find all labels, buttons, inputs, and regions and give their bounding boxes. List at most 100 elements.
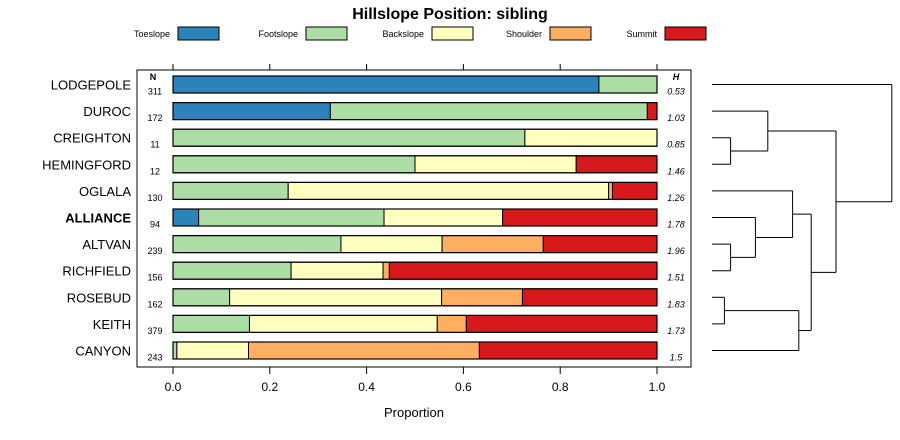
- row-n-value: 12: [150, 166, 160, 176]
- bar-outline: [172, 128, 658, 147]
- x-tick-label: 0.6: [455, 380, 472, 394]
- row-h-value: 1.46: [667, 166, 685, 176]
- bar-segment-backslope: [383, 208, 504, 227]
- row-label: CREIGHTON: [53, 131, 131, 146]
- bar-outline: [172, 314, 658, 333]
- row-duroc: DUROC 172 1.03: [83, 101, 685, 123]
- x-tick-label: 0.4: [358, 380, 375, 394]
- n-column-header: N: [150, 72, 157, 82]
- bar-segment-footslope: [172, 314, 250, 333]
- dendrogram-branch: [712, 190, 794, 238]
- bar-segment-summit: [611, 181, 658, 200]
- bar-segment-summit: [542, 235, 658, 254]
- bar-segment-backslope: [414, 155, 577, 174]
- bar-segment-summit: [521, 288, 658, 307]
- row-keith: KEITH 379 1.73: [93, 314, 685, 336]
- row-label: RICHFIELD: [62, 264, 131, 279]
- legend-swatch-backslope: [431, 26, 474, 41]
- bar-outline: [172, 101, 658, 121]
- legend-label-shoulder: Shoulder: [506, 29, 542, 39]
- x-tick-label: 1.0: [649, 380, 666, 394]
- chart-title: Hillslope Position: sibling: [352, 6, 548, 23]
- dendrogram-branch: [712, 310, 800, 351]
- bar-segment-shoulder: [436, 314, 467, 333]
- bar-segment-shoulder: [382, 261, 390, 280]
- bar-segment-backslope: [290, 261, 384, 280]
- row-creighton: CREIGHTON 11 0.85: [53, 128, 686, 150]
- row-lodgepole: LODGEPOLE 311 0.53: [51, 75, 685, 97]
- bar-outline: [172, 341, 658, 360]
- legend-label-footslope: Footslope: [258, 29, 298, 39]
- bar-segment-backslope: [176, 341, 250, 360]
- row-h-value: 1.96: [667, 246, 685, 256]
- dendrogram-branch: [712, 217, 756, 258]
- bar-segment-backslope: [229, 288, 443, 307]
- dendrogram: [712, 84, 893, 351]
- row-h-value: 1.51: [667, 273, 685, 283]
- x-axis: 0.0 0.2 0.4 0.6 0.8 1.0: [165, 64, 666, 394]
- row-label: HEMINGFORD: [42, 157, 131, 172]
- row-label: ALTVAN: [82, 237, 131, 252]
- row-h-value: 0.85: [667, 140, 686, 150]
- row-label: LODGEPOLE: [51, 78, 132, 93]
- dendrogram-branch: [712, 84, 893, 203]
- bar-segment-summit: [465, 314, 658, 333]
- bar-segment-footslope: [172, 181, 289, 200]
- bar-segment-summit: [388, 261, 658, 280]
- bar-segment-footslope: [172, 235, 342, 254]
- legend-label-toeslope: Toeslope: [134, 29, 170, 39]
- h-column-header: H: [673, 72, 680, 82]
- x-tick-label: 0.0: [165, 380, 182, 394]
- dendrogram-branch: [712, 296, 725, 325]
- bar-segment-backslope: [524, 128, 658, 147]
- row-h-value: 1.5: [670, 353, 684, 363]
- row-h-value: 0.53: [667, 87, 685, 97]
- row-hemingford: HEMINGFORD 12 1.46: [42, 155, 685, 176]
- bar-segment-toeslope: [172, 102, 331, 121]
- bar-segment-backslope: [248, 314, 438, 333]
- row-oglala: OGLALA 130 1.26: [79, 181, 685, 203]
- x-axis-title: Proportion: [384, 405, 444, 420]
- row-label: ALLIANCE: [65, 211, 131, 226]
- row-rosebud: ROSEBUD 162 1.83: [67, 288, 685, 309]
- dendrogram-branch: [712, 110, 769, 152]
- bar-segment-toeslope: [172, 208, 200, 227]
- row-n-value: 11: [150, 140, 159, 150]
- bar-outline: [172, 181, 658, 200]
- bar-outline: [172, 208, 658, 227]
- dendrogram-branch: [792, 213, 812, 332]
- row-n-value: 379: [147, 326, 162, 336]
- legend-swatch-footslope: [305, 26, 348, 41]
- row-canyon: CANYON 243 1.5: [75, 341, 684, 363]
- bar-segment-footslope: [329, 102, 648, 121]
- row-n-value: 239: [147, 246, 162, 256]
- row-richfield: RICHFIELD 156 1.51: [62, 261, 685, 283]
- bar-segment-shoulder: [441, 288, 523, 307]
- bar-segment-footslope: [172, 128, 526, 147]
- row-n-value: 311: [148, 87, 162, 97]
- legend-swatch-summit: [664, 26, 707, 41]
- row-label: OGLALA: [79, 184, 131, 199]
- row-h-value: 1.78: [667, 220, 685, 230]
- row-n-value: 156: [147, 273, 162, 283]
- bar-segment-footslope: [172, 288, 231, 307]
- bar-segment-summit: [575, 155, 658, 174]
- bar-rows: LODGEPOLE 311 0.53 DUROC 172 1.03 CREIGHTON 11 0…: [42, 75, 686, 363]
- bar-segment-summit: [646, 102, 658, 121]
- row-altvan: ALTVAN 239 1.96: [82, 235, 685, 256]
- bar-segment-backslope: [340, 235, 443, 254]
- bar-outline: [172, 235, 658, 254]
- row-h-value: 1.03: [667, 113, 685, 123]
- bar-segment-summit: [478, 341, 658, 360]
- row-label: CANYON: [75, 344, 131, 359]
- row-label: KEITH: [93, 317, 131, 332]
- row-n-value: 94: [150, 220, 160, 230]
- bar-segment-shoulder: [608, 181, 613, 200]
- row-alliance: ALLIANCE 94 1.78: [65, 208, 685, 230]
- row-n-value: 130: [147, 193, 162, 203]
- row-n-value: 162: [147, 299, 162, 309]
- dendrogram-branch: [712, 243, 732, 272]
- bar-segment-footslope: [172, 155, 416, 174]
- bar-outline: [172, 75, 658, 94]
